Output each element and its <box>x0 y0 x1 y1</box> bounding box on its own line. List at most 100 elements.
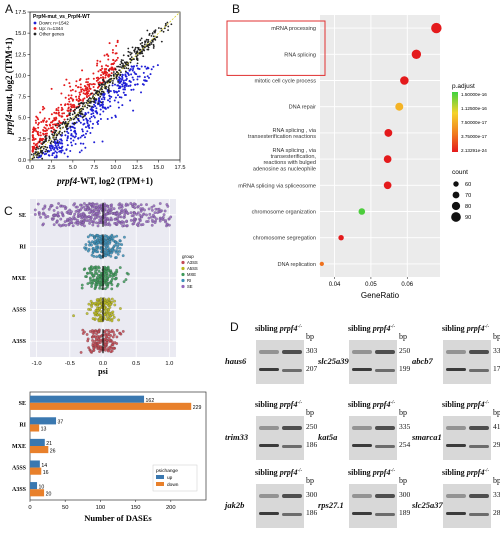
point-up <box>88 85 91 88</box>
gel-image <box>256 416 304 460</box>
point-down <box>144 65 147 68</box>
x-tick-label: 100 <box>96 505 106 511</box>
psi-point <box>118 206 121 210</box>
legend-a-swatch <box>33 21 37 25</box>
psi-point <box>108 318 112 322</box>
point-down <box>131 65 134 68</box>
point-other <box>52 141 55 144</box>
psi-point <box>92 217 96 221</box>
point-down <box>72 139 75 142</box>
legend-group-label: A3SS <box>187 260 198 265</box>
psi-point <box>52 213 56 217</box>
point-up <box>52 128 55 131</box>
point-down <box>124 93 127 96</box>
gel-band <box>469 350 489 354</box>
point-other <box>129 61 132 64</box>
point-other <box>59 127 62 130</box>
point-up <box>115 58 118 61</box>
point-down <box>90 113 93 116</box>
psi-point <box>103 287 107 291</box>
point-up <box>96 62 99 65</box>
point-up <box>114 60 117 63</box>
point-down <box>92 114 95 117</box>
psi-point <box>115 241 119 245</box>
point-other <box>151 32 154 34</box>
gel-band <box>469 513 489 516</box>
x-axis-label-a: prpf4-WT, log2 (TPM+1) <box>56 176 153 186</box>
point-down <box>66 144 69 147</box>
point-down <box>119 85 122 88</box>
psi-point <box>114 221 118 225</box>
gel-image <box>443 416 491 460</box>
term-label: reactions with bulged <box>263 160 316 166</box>
point-down <box>118 78 121 81</box>
point-down <box>123 84 126 87</box>
legend-group-label: SE <box>187 284 193 289</box>
point-down <box>97 119 100 122</box>
point-other <box>135 52 137 55</box>
point-down <box>99 100 102 103</box>
y-tick-label: 17.5 <box>15 10 26 16</box>
dotplot-panel <box>320 15 440 277</box>
psi-point <box>93 343 97 347</box>
psi-point <box>76 205 79 209</box>
point-other <box>42 147 45 150</box>
point-down <box>143 79 146 82</box>
psi-point <box>33 213 37 216</box>
point-up <box>101 71 104 74</box>
point-up <box>115 44 118 47</box>
psi-point <box>108 223 112 227</box>
point-up <box>60 115 63 118</box>
point-down <box>60 149 63 152</box>
point-down <box>54 150 57 153</box>
psi-point <box>107 247 111 251</box>
point-other <box>50 130 53 132</box>
point-down <box>94 110 97 113</box>
legend-group-title: group <box>182 254 194 259</box>
point-down <box>74 131 77 134</box>
point-other <box>69 117 72 119</box>
point-down <box>94 105 97 108</box>
psi-point <box>90 305 94 308</box>
point-other <box>100 90 103 93</box>
point-other <box>139 52 142 55</box>
point-up <box>99 60 102 63</box>
point-other <box>107 79 110 81</box>
gel-header: sibling prpf4-/- <box>255 400 302 409</box>
psi-point <box>52 223 56 227</box>
point-down <box>149 73 152 76</box>
x-tick-label: 0 <box>28 505 31 511</box>
legend-group-swatch <box>181 278 185 283</box>
point-other <box>69 125 72 128</box>
psi-point <box>109 216 113 220</box>
point-up <box>53 118 56 121</box>
psi-point <box>41 212 45 216</box>
psi-point <box>106 216 109 220</box>
point-down <box>117 90 120 93</box>
point-other <box>154 38 156 41</box>
strip-category-label: MXE <box>12 276 26 282</box>
point-up <box>53 111 56 114</box>
point-other <box>82 115 85 118</box>
psi-point <box>91 223 95 227</box>
psi-point <box>103 214 107 218</box>
psi-point <box>124 202 128 206</box>
point-down <box>107 106 110 109</box>
psi-point <box>95 211 99 215</box>
psi-point <box>141 213 145 217</box>
point-other <box>48 136 51 139</box>
point-up <box>60 103 63 106</box>
point-other <box>44 136 47 138</box>
point-down <box>101 103 104 106</box>
psi-point <box>89 203 93 206</box>
point-other <box>106 80 109 83</box>
psi-point <box>80 286 84 290</box>
bar-legend-swatch <box>156 475 164 479</box>
point-down <box>61 134 64 137</box>
psi-point <box>92 249 96 253</box>
point-other <box>37 147 40 150</box>
point-other <box>63 130 66 133</box>
term-label: transesterification reactions <box>248 134 316 140</box>
psi-point <box>83 202 86 205</box>
point-down <box>69 137 72 140</box>
